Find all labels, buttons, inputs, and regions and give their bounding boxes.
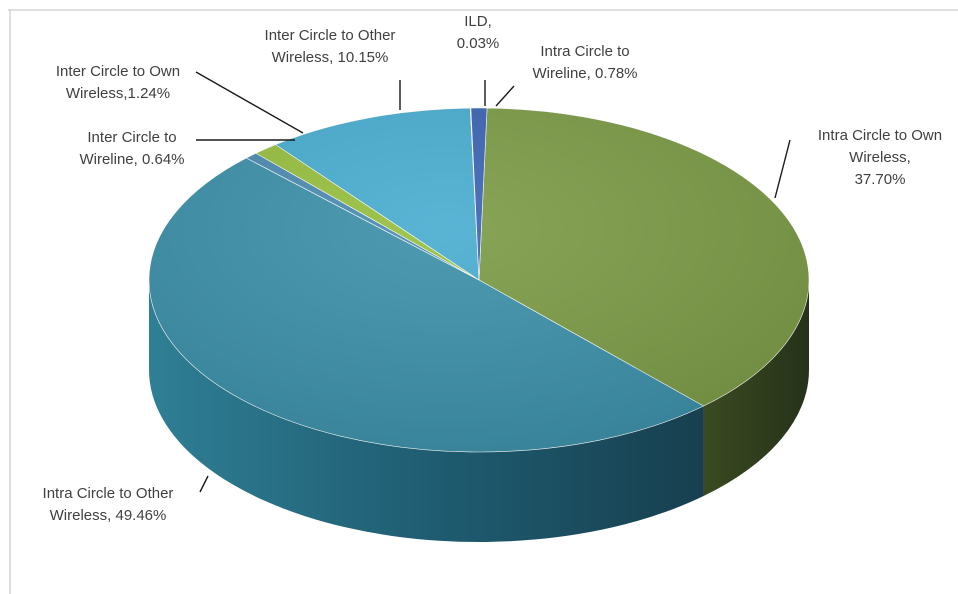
slice-label-4: Inter Circle to Other Wireless, 10.15%	[265, 27, 396, 66]
leader-line-6	[495, 85, 515, 107]
slice-label-line: Wireless,1.24%	[66, 85, 170, 102]
slice-label-line: Wireline, 0.64%	[79, 151, 184, 168]
slice-label-line: Intra Circle to Other	[43, 485, 174, 502]
pie-leaders	[195, 71, 791, 493]
slice-label-line: Wireless, 10.15%	[272, 49, 389, 66]
slice-label-line: Inter Circle to Own	[56, 63, 180, 80]
slice-label-line: Inter Circle to Other	[265, 27, 396, 44]
pie-labels: Intra Circle to Own Wireless, 37.70%Intra …	[43, 13, 943, 524]
slice-label-line: Intra Circle to Own	[818, 127, 942, 144]
slice-side-1	[149, 280, 704, 542]
slice-label-line: Inter Circle to	[87, 129, 176, 146]
slice-label-line: ILD,	[464, 13, 492, 30]
leader-line-0	[774, 139, 791, 199]
slice-label-line: 0.03%	[457, 35, 500, 52]
leader-line-3	[195, 71, 304, 134]
pie-sides	[149, 280, 809, 542]
slice-label-2: Inter Circle to Wireline, 0.64%	[79, 129, 184, 168]
slice-label-1: Intra Circle to Other Wireless, 49.46%	[43, 485, 174, 524]
slice-label-3: Inter Circle to Own Wireless,1.24%	[56, 63, 180, 102]
slice-label-line: Wireline, 0.78%	[532, 65, 637, 82]
pie-shade	[149, 108, 809, 452]
pie-top-shading	[149, 108, 809, 452]
leader-line-1	[199, 475, 209, 493]
slice-label-line: Wireless, 49.46%	[50, 507, 167, 524]
slice-label-0: Intra Circle to Own Wireless, 37.70%	[818, 127, 942, 188]
slice-side-0	[703, 280, 809, 497]
slice-label-6: Intra Circle to Wireline, 0.78%	[532, 43, 637, 82]
slice-label-line: Intra Circle to	[540, 43, 629, 60]
slice-label-line: 37.70%	[855, 171, 906, 188]
slice-label-line: Wireless,	[849, 149, 911, 166]
slice-label-5: ILD, 0.03%	[457, 13, 500, 52]
